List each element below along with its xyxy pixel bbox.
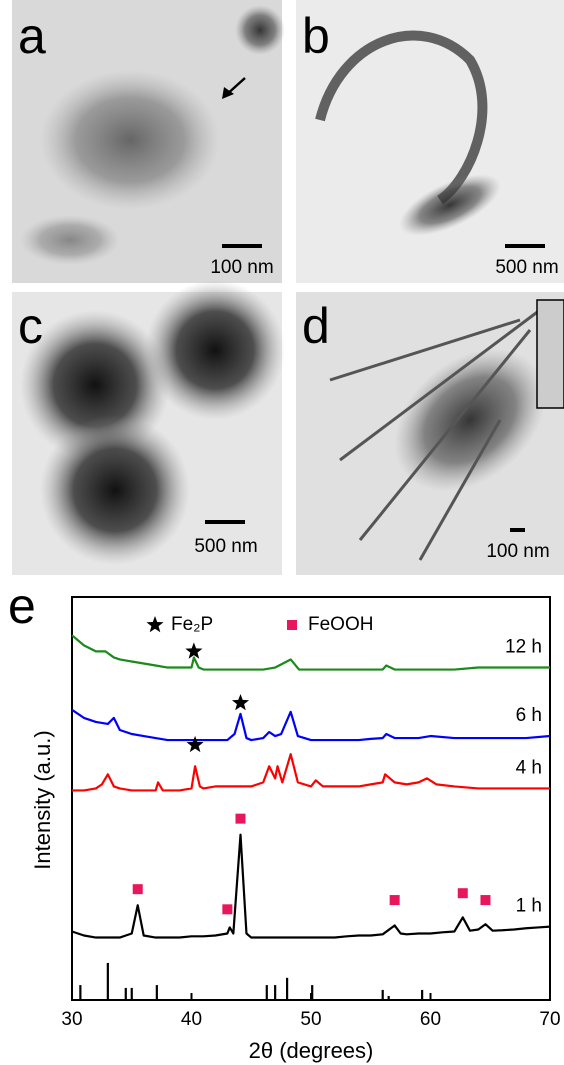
particles [40, 70, 220, 210]
scale-label: 500 nm [194, 536, 257, 557]
series-label: 1 h [516, 896, 542, 917]
peak-marker [231, 693, 250, 711]
xrd-pattern [71, 634, 550, 671]
peak-marker [186, 735, 204, 753]
nanorods [315, 30, 488, 205]
x-tick-label: 30 [61, 1009, 82, 1030]
arrow-head [222, 87, 234, 99]
peak-marker [222, 904, 233, 915]
xrd-pattern [71, 708, 551, 742]
nanowires [394, 348, 546, 492]
series-label: 4 h [516, 757, 542, 778]
panel-label: c [18, 298, 43, 354]
xrd-pattern [71, 833, 551, 939]
tem-image [296, 0, 564, 283]
panel-a: a 100 nm [12, 0, 285, 283]
panel-label: d [302, 298, 330, 354]
series-label: 12 h [505, 637, 542, 658]
legend-symbol [146, 616, 164, 633]
scale-label: 500 nm [495, 257, 558, 278]
urchin [40, 415, 190, 565]
peak-marker [235, 813, 246, 824]
panel-label: b [302, 8, 330, 64]
x-tick-label: 50 [300, 1009, 321, 1030]
particles [235, 5, 285, 55]
peak-marker [389, 895, 400, 906]
legend-symbol [287, 620, 297, 630]
peak-marker [457, 888, 468, 899]
legend-label: FeOOH [308, 614, 373, 635]
nanorods [399, 174, 501, 236]
x-tick-label: 70 [539, 1009, 560, 1030]
particles [20, 215, 120, 265]
scale-label: 100 nm [486, 541, 549, 562]
x-tick-label: 60 [420, 1009, 441, 1030]
x-axis-label: 2θ (degrees) [249, 1038, 374, 1063]
scale-label: 100 nm [210, 257, 273, 278]
legend-label: Fe₂P [171, 614, 213, 635]
panel-d: d 100 nm [296, 292, 564, 575]
urchin [145, 280, 285, 420]
series-label: 6 h [516, 705, 542, 726]
peak-marker [185, 642, 203, 659]
peak-marker [132, 884, 143, 895]
peak-marker [480, 895, 491, 906]
inset [536, 299, 564, 409]
y-axis-label: Intensity (a.u.) [30, 730, 55, 869]
nanowires [329, 308, 541, 561]
panel-c: c 500 nm [12, 280, 285, 575]
plot-frame [71, 596, 551, 1001]
x-tick-label: 40 [181, 1009, 202, 1030]
panel-label: a [18, 8, 46, 64]
panel-label: e [8, 578, 36, 634]
panel-b: b 500 nm [296, 0, 564, 283]
xrd-pattern [72, 753, 550, 792]
